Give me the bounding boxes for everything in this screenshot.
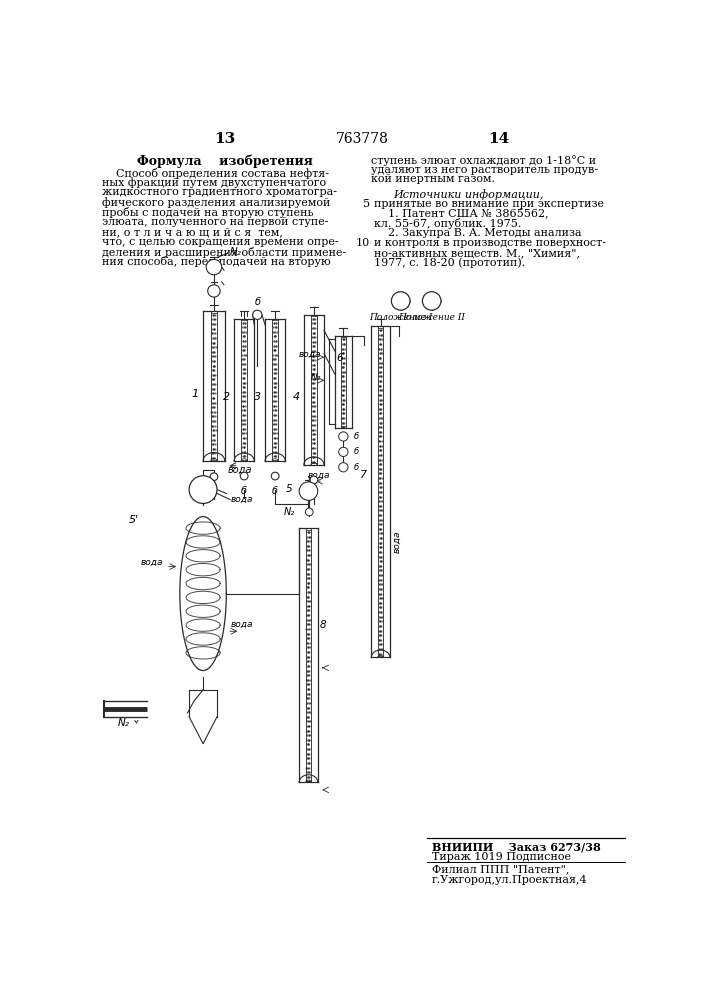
Circle shape [299, 482, 317, 500]
Text: 5: 5 [363, 199, 370, 209]
Text: Филиал ППП "Патент",: Филиал ППП "Патент", [432, 864, 569, 874]
Circle shape [310, 476, 317, 484]
Text: фического разделения анализируемой: фического разделения анализируемой [103, 197, 331, 208]
Text: Положение I: Положение I [369, 312, 433, 322]
Text: ных фракций путем двухступенчатого: ных фракций путем двухступенчатого [103, 178, 327, 188]
Circle shape [305, 508, 313, 516]
Text: 10: 10 [356, 238, 370, 248]
Text: пробы с подачей на вторую ступень: пробы с подачей на вторую ступень [103, 207, 314, 218]
Text: вода: вода [231, 495, 254, 504]
Text: 5': 5' [129, 515, 139, 525]
Text: что, с целью сокращения времени опре-: что, с целью сокращения времени опре- [103, 237, 339, 247]
Text: б: б [354, 432, 359, 441]
Text: N₂: N₂ [310, 373, 321, 382]
Text: N₂: N₂ [284, 507, 296, 517]
Text: Тираж 1019 Подписное: Тираж 1019 Подписное [432, 852, 571, 862]
Text: б: б [255, 297, 260, 307]
Circle shape [210, 473, 218, 481]
Text: Формула    изобретения: Формула изобретения [137, 155, 312, 168]
Circle shape [392, 292, 410, 310]
Text: 6: 6 [337, 353, 343, 363]
Text: 13: 13 [214, 132, 235, 146]
Circle shape [339, 432, 348, 441]
Circle shape [240, 472, 248, 480]
Text: вода: вода [393, 530, 402, 553]
Text: ВНИИПИ    Заказ 6273/38: ВНИИПИ Заказ 6273/38 [432, 841, 600, 852]
Text: 5: 5 [286, 484, 292, 494]
Text: 3: 3 [254, 392, 261, 402]
Text: N₂: N₂ [230, 247, 241, 257]
Circle shape [271, 472, 279, 480]
Text: б: б [241, 486, 247, 496]
Circle shape [339, 463, 348, 472]
Text: жидкостного градиентного хроматогра-: жидкостного градиентного хроматогра- [103, 187, 337, 197]
Text: но-активных веществ. М., "Химия",: но-активных веществ. М., "Химия", [373, 248, 580, 258]
Text: 2: 2 [223, 392, 230, 402]
Text: деления и расширения области примене-: деления и расширения области примене- [103, 247, 346, 258]
Circle shape [305, 491, 313, 499]
Text: 2. Закупра В. А. Методы анализа: 2. Закупра В. А. Методы анализа [373, 228, 581, 238]
Text: удаляют из него растворитель продув-: удаляют из него растворитель продув- [371, 165, 598, 175]
Text: Источники информации,: Источники информации, [393, 189, 543, 200]
Text: вода: вода [228, 464, 252, 474]
Text: а: а [211, 488, 217, 498]
Text: вода: вода [140, 558, 163, 567]
Circle shape [339, 447, 348, 456]
Text: и контроля в производстве поверхност-: и контроля в производстве поверхност- [373, 238, 606, 248]
Text: 1: 1 [192, 389, 199, 399]
Text: вода: вода [298, 350, 321, 359]
Text: 14: 14 [489, 132, 510, 146]
Text: ни, о т л и ч а ю щ и й с я  тем,: ни, о т л и ч а ю щ и й с я тем, [103, 227, 284, 237]
Text: б: б [354, 463, 359, 472]
Text: Способ определения состава нефтя-: Способ определения состава нефтя- [103, 168, 329, 179]
Circle shape [422, 292, 441, 310]
Text: г.Ужгород,ул.Проектная,4: г.Ужгород,ул.Проектная,4 [432, 875, 588, 885]
Text: ступень элюат охлаждают до 1-18°С и: ступень элюат охлаждают до 1-18°С и [371, 155, 597, 166]
Text: 7: 7 [361, 470, 368, 480]
Circle shape [208, 285, 220, 297]
Text: принятые во внимание при экспертизе: принятые во внимание при экспертизе [373, 199, 604, 209]
Text: кой инертным газом.: кой инертным газом. [371, 174, 495, 184]
Text: 1977, с. 18-20 (прототип).: 1977, с. 18-20 (прототип). [373, 258, 525, 268]
Text: б: б [354, 447, 359, 456]
Text: элюата, полученного на первой ступе-: элюата, полученного на первой ступе- [103, 217, 329, 227]
Circle shape [252, 310, 262, 319]
Text: б: б [272, 486, 278, 496]
Text: Положение II: Положение II [398, 312, 465, 322]
Text: кл. 55-67, опублик. 1975.: кл. 55-67, опублик. 1975. [373, 218, 521, 229]
Text: 763778: 763778 [336, 132, 388, 146]
Text: вода: вода [308, 471, 330, 480]
Circle shape [206, 259, 222, 275]
Text: 1. Патент США № 3865562,: 1. Патент США № 3865562, [373, 209, 548, 219]
Text: 4: 4 [293, 392, 300, 402]
Text: N₂: N₂ [118, 718, 129, 728]
Text: вода: вода [230, 620, 252, 629]
Text: 8: 8 [320, 620, 327, 630]
Text: ния способа, перед подачей на вторую: ния способа, перед подачей на вторую [103, 256, 331, 267]
Circle shape [189, 476, 217, 503]
